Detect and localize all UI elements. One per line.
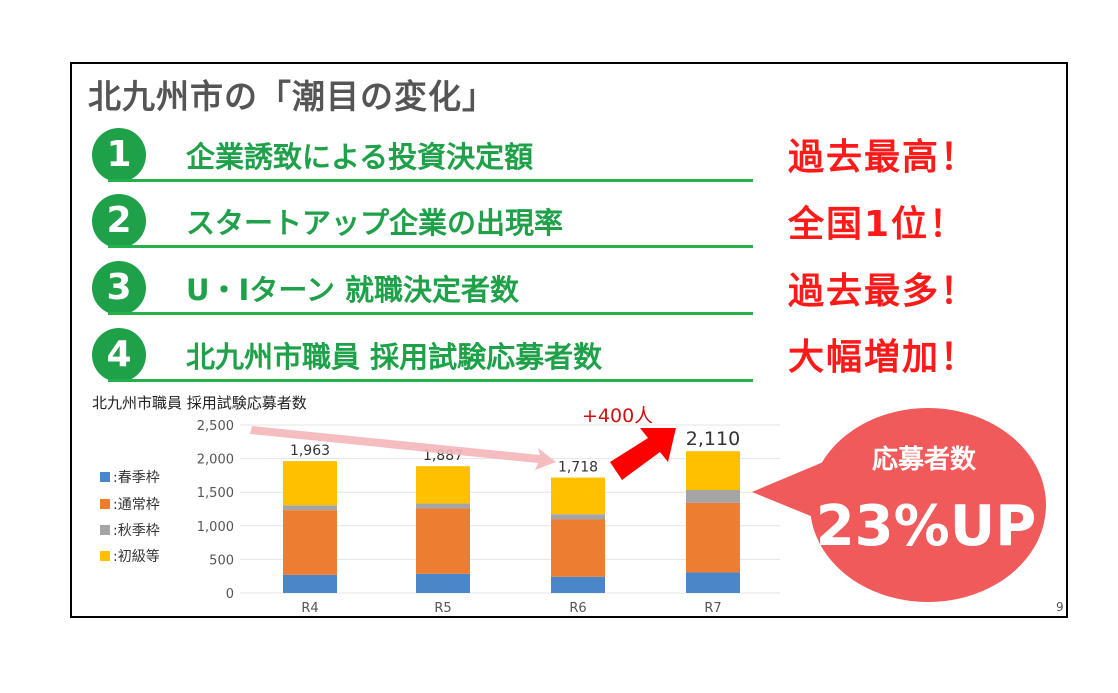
increase-arrow-icon: [610, 428, 676, 480]
number-circle: 3: [92, 261, 146, 315]
legend-label: :春季枠: [113, 470, 160, 486]
number-circle: 4: [92, 328, 146, 382]
slide-frame: [70, 62, 1068, 618]
chart-title: 北九州市職員 採用試験応募者数: [92, 394, 307, 412]
legend-item: :通常枠: [100, 494, 160, 514]
divider: [108, 245, 753, 248]
bar-segment: [686, 489, 740, 503]
legend-label: :初級等: [113, 549, 160, 565]
page-number: 9: [1056, 600, 1064, 614]
y-tick-label: 1,000: [197, 520, 234, 535]
bar-segment: [686, 502, 740, 573]
trend-arrow: [250, 426, 556, 470]
bar-segment: [416, 508, 470, 574]
legend-item: :秋季枠: [100, 520, 160, 540]
x-tick-label: R7: [704, 601, 721, 616]
row-text: U・Iターン 就職決定者数: [186, 273, 519, 307]
total-label: 1,963: [290, 443, 330, 459]
bar-segment: [283, 574, 337, 593]
number-circle: 1: [92, 128, 146, 182]
divider: [108, 179, 753, 182]
bar-segment: [551, 576, 605, 593]
row-text: 企業誘致による投資決定額: [186, 140, 534, 174]
bar-segment: [551, 519, 605, 577]
legend-label: :秋季枠: [113, 523, 160, 539]
badge-2: 全国1位！: [788, 204, 968, 245]
number-circle: 2: [92, 194, 146, 248]
y-tick-label: 2,000: [197, 453, 234, 468]
bar-segment: [283, 510, 337, 575]
row-text: スタートアップ企業の出現率: [186, 206, 564, 240]
legend-swatch: [100, 499, 110, 509]
row-1: 1 企業誘致による投資決定額: [88, 120, 753, 182]
badge-1: 過去最高！: [788, 137, 979, 178]
bar-segment: [551, 514, 605, 520]
slide-title: 北九州市の「潮目の変化」: [88, 77, 496, 116]
row-text: 北九州市職員 採用試験応募者数: [186, 340, 603, 374]
legend-swatch: [100, 551, 110, 561]
callout-line1: 応募者数: [872, 444, 977, 475]
callout-line2: 23%UP: [816, 494, 1037, 559]
legend-swatch: [100, 525, 110, 535]
x-tick-label: R6: [569, 601, 586, 616]
bar-segment: [416, 503, 470, 509]
x-tick-label: R4: [301, 601, 318, 616]
row-3: 3 U・Iターン 就職決定者数: [88, 253, 753, 315]
x-tick-label: R5: [434, 601, 451, 616]
y-tick-label: 2,500: [197, 419, 234, 434]
divider: [108, 379, 753, 382]
bar-segment: [416, 573, 470, 593]
row-4: 4 北九州市職員 採用試験応募者数: [88, 320, 753, 382]
y-tick-label: 0: [226, 587, 234, 602]
badge-4: 大幅増加！: [788, 337, 979, 378]
divider: [108, 312, 753, 315]
legend-item: :初級等: [100, 546, 160, 566]
bar-segment: [686, 572, 740, 593]
row-2: 2 スタートアップ企業の出現率: [88, 186, 753, 248]
y-tick-label: 500: [209, 553, 234, 568]
bar-segment: [283, 505, 337, 511]
bar-segment: [416, 466, 470, 504]
bar-segment: [283, 461, 337, 506]
total-label: 1,718: [558, 460, 598, 476]
badge-3: 過去最多！: [788, 271, 979, 312]
increase-label: +400人: [582, 405, 653, 427]
callout-bubble: [810, 408, 1046, 602]
legend-item: :春季枠: [100, 467, 160, 487]
legend-swatch: [100, 472, 110, 482]
y-tick-label: 1,500: [197, 486, 234, 501]
bar-segment: [551, 477, 605, 515]
bar-segment: [686, 451, 740, 490]
legend-label: :通常枠: [113, 497, 160, 513]
total-label: 2,110: [686, 428, 740, 450]
